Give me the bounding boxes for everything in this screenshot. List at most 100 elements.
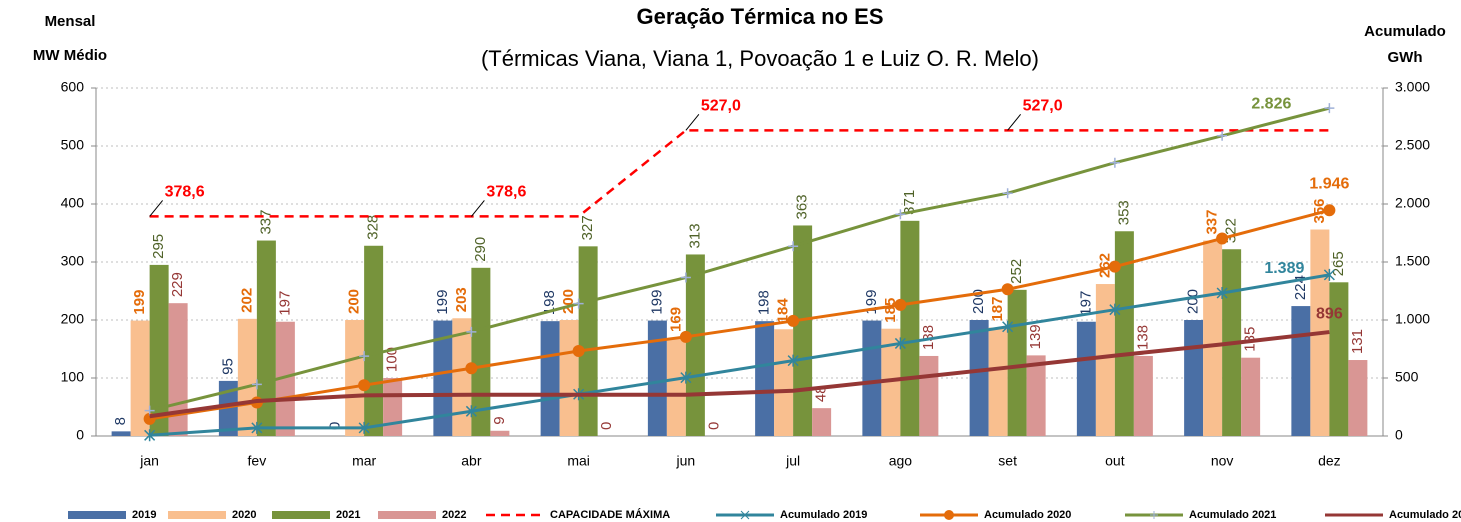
marker [787,314,800,327]
legend-label: Acumulado 2019 [780,509,867,521]
line [149,208,1330,421]
y-axis-label: Mensal [45,13,96,30]
line-value-label: 896 [1316,305,1343,322]
line [149,273,1330,437]
bar-value-label: 197 [1077,291,1094,316]
legend-label: 2020 [232,509,256,521]
bar-value-label: 328 [365,215,382,240]
y-tick-label: 0 [76,427,84,443]
bar [1184,320,1204,436]
marker [1108,260,1121,273]
bar-value-label: 363 [794,194,811,219]
bar [1133,355,1153,436]
marker [1323,204,1336,217]
bar [1007,289,1027,436]
x-tick-label: jun [676,453,696,469]
legend-label: 2021 [336,509,360,521]
marker [680,272,691,283]
legend-label: Acumulado 2022 [1389,509,1461,521]
bar-value-label: 138 [1134,325,1151,350]
bar-value-label: 0 [705,422,722,430]
line-value-label: 1.389 [1264,260,1304,277]
bar [1095,284,1115,436]
bar-value-label: 199 [131,290,148,315]
bar-value-label: 252 [1008,259,1025,284]
marker [359,351,370,362]
bar [578,246,598,436]
y2-tick-label: 3.000 [1395,79,1430,95]
bar [237,318,257,436]
bar [559,320,579,436]
y2-tick-label: 1.500 [1395,253,1430,269]
bar-value-label: 295 [150,234,167,259]
marker [787,354,799,367]
bar-value-label: 202 [238,288,255,313]
bar-value-label: 203 [453,287,470,312]
bar [1076,321,1096,436]
bar [900,220,920,436]
marker [573,298,584,309]
marker [1323,268,1335,281]
line-value-label: 378,6 [165,184,205,201]
legend-label: Acumulado 2020 [984,509,1071,521]
line-value-label: 527,0 [701,98,741,115]
bar [919,355,939,436]
x-tick-label: ago [889,453,913,469]
x-tick-label: abr [461,453,482,469]
bar [111,431,131,436]
marker [1002,188,1013,199]
leader [149,200,164,217]
bar-value-label: 131 [1349,329,1366,354]
bar [969,320,989,436]
bar [256,240,276,436]
line [149,330,1330,419]
legend-marker [944,510,954,520]
x-tick-label: jan [139,453,159,469]
bar-value-label: 9 [491,416,508,424]
x-tick-label: out [1105,453,1125,469]
bar-value-label: 184 [775,298,792,324]
bar [881,328,901,436]
marker [1216,286,1228,299]
bar [862,320,882,436]
x-tick-label: mar [352,453,376,469]
bar [988,327,1008,436]
bar-value-label: 337 [1204,210,1221,235]
leader [685,114,700,131]
bar-value-label: 100 [384,347,401,372]
legend-label: 2019 [132,509,156,521]
bar [666,337,686,436]
marker [894,298,907,311]
bar [1241,357,1261,436]
y2-axis-label: GWh [1388,49,1423,66]
marker [465,362,478,375]
y2-tick-label: 2.000 [1395,195,1430,211]
bar-value-label: 199 [648,290,665,315]
bar-value-label: 187 [989,297,1006,322]
y2-tick-label: 0 [1395,427,1403,443]
bar-value-label: 200 [1185,289,1202,314]
bar [685,254,705,436]
y2-tick-label: 500 [1395,369,1419,385]
bar [218,380,238,436]
marker [680,371,692,384]
leader [1007,114,1022,131]
legend-label: 2022 [442,509,466,521]
bar-value-label: 0 [327,422,344,430]
y2-tick-label: 2.500 [1395,137,1430,153]
bar [540,321,560,436]
bar-value-label: 0 [598,422,615,430]
legend-swatch [168,511,226,519]
bar [812,408,832,436]
bar-value-label: 139 [1027,324,1044,349]
x-tick-label: nov [1211,453,1234,469]
marker [251,379,262,390]
legend-marker [1150,511,1158,519]
bar [1114,231,1134,436]
marker [465,405,477,418]
line [149,129,1330,218]
bar [383,378,403,436]
marker [788,241,799,252]
bar [275,321,295,436]
y2-axis-label: Acumulado [1364,23,1446,40]
